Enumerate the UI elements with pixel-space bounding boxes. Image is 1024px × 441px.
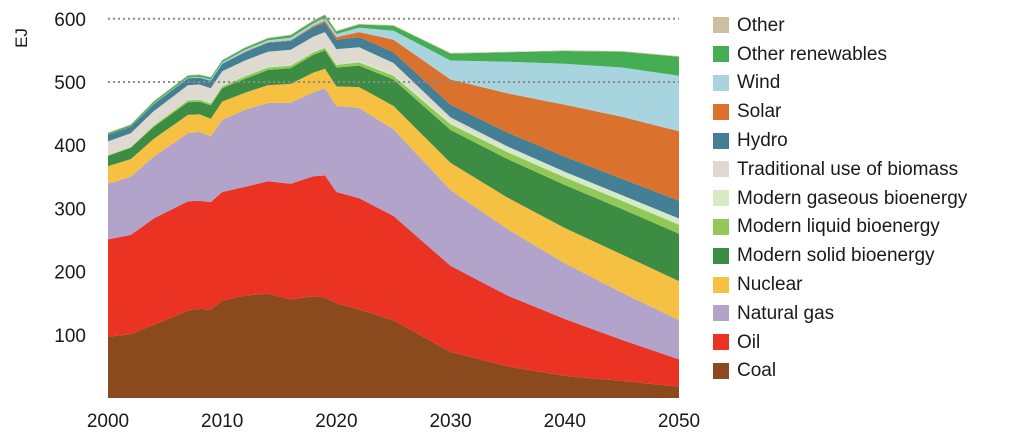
x-axis-labels: 2000 2010 2020 2030 2040 2050 bbox=[87, 411, 700, 432]
legend-label: Hydro bbox=[737, 130, 788, 152]
x-tick-label: 2000 bbox=[87, 411, 129, 432]
legend-item-traditional-use-of-biomass: Traditional use of biomass bbox=[713, 155, 967, 184]
y-tick-label: 100 bbox=[54, 326, 86, 347]
legend-item-natural-gas: Natural gas bbox=[713, 299, 967, 328]
legend-swatch bbox=[713, 362, 729, 379]
legend-label: Traditional use of biomass bbox=[737, 158, 959, 180]
legend-item-nuclear: Nuclear bbox=[713, 270, 967, 299]
legend-swatch bbox=[713, 190, 729, 207]
legend-label: Other renewables bbox=[737, 43, 887, 65]
legend-item-modern-liquid-bioenergy: Modern liquid bioenergy bbox=[713, 213, 967, 242]
area-natural-gas bbox=[108, 88, 679, 360]
y-axis-title: EJ bbox=[12, 28, 31, 48]
legend-item-coal: Coal bbox=[713, 357, 967, 386]
legend-item-wind: Wind bbox=[713, 69, 967, 98]
area-nuclear bbox=[108, 68, 679, 321]
area-coal bbox=[108, 293, 679, 398]
legend-label: Other bbox=[737, 14, 785, 36]
legend-label: Coal bbox=[737, 360, 777, 382]
y-tick-label: 400 bbox=[54, 136, 86, 157]
legend-label: Modern liquid bioenergy bbox=[737, 216, 940, 238]
stacked-areas bbox=[108, 14, 679, 398]
legend-label: Modern gaseous bioenergy bbox=[737, 187, 968, 209]
legend-swatch bbox=[713, 46, 729, 63]
legend-item-other: Other bbox=[713, 11, 967, 40]
x-tick-label: 2050 bbox=[658, 411, 700, 432]
legend-swatch bbox=[713, 74, 729, 91]
legend-swatch bbox=[713, 17, 729, 34]
area-modern-solid-bioenergy bbox=[108, 50, 679, 282]
x-tick-label: 2020 bbox=[315, 411, 357, 432]
area-hydro bbox=[108, 22, 679, 219]
legend-item-oil: Oil bbox=[713, 328, 967, 357]
reference-lines bbox=[108, 17, 679, 83]
legend-swatch bbox=[713, 276, 729, 293]
legend-item-solar: Solar bbox=[713, 97, 967, 126]
legend-swatch bbox=[713, 132, 729, 149]
y-axis-labels: 100 200 300 400 500 600 bbox=[54, 10, 86, 347]
legend-label: Natural gas bbox=[737, 302, 835, 324]
legend-label: Wind bbox=[737, 72, 781, 94]
legend-swatch bbox=[713, 334, 729, 351]
x-tick-label: 2010 bbox=[201, 411, 243, 432]
legend-item-modern-solid-bioenergy: Modern solid bioenergy bbox=[713, 241, 967, 270]
legend-item-other-renewables: Other renewables bbox=[713, 40, 967, 69]
legend-label: Solar bbox=[737, 101, 782, 123]
area-solar bbox=[108, 20, 679, 201]
x-tick-label: 2030 bbox=[429, 411, 471, 432]
area-traditional-use-of-biomass bbox=[108, 32, 679, 219]
legend-swatch bbox=[713, 161, 729, 178]
legend-label: Oil bbox=[737, 331, 761, 353]
legend-swatch bbox=[713, 305, 729, 322]
legend-swatch bbox=[713, 247, 729, 264]
legend-label: Modern solid bioenergy bbox=[737, 245, 935, 267]
y-tick-label: 300 bbox=[54, 199, 86, 220]
y-tick-label: 600 bbox=[54, 10, 86, 31]
area-oil bbox=[108, 175, 679, 387]
legend-label: Nuclear bbox=[737, 274, 803, 296]
legend-swatch bbox=[713, 103, 729, 120]
legend-item-hydro: Hydro bbox=[713, 126, 967, 155]
y-tick-label: 500 bbox=[54, 73, 86, 94]
legend-item-modern-gaseous-bioenergy: Modern gaseous bioenergy bbox=[713, 184, 967, 213]
y-tick-label: 200 bbox=[54, 263, 86, 284]
legend-swatch bbox=[713, 218, 729, 235]
x-tick-label: 2040 bbox=[544, 411, 586, 432]
chart-legend: Other Other renewables Wind Solar Hydro Tradi… bbox=[713, 11, 967, 385]
area-wind bbox=[108, 17, 679, 136]
